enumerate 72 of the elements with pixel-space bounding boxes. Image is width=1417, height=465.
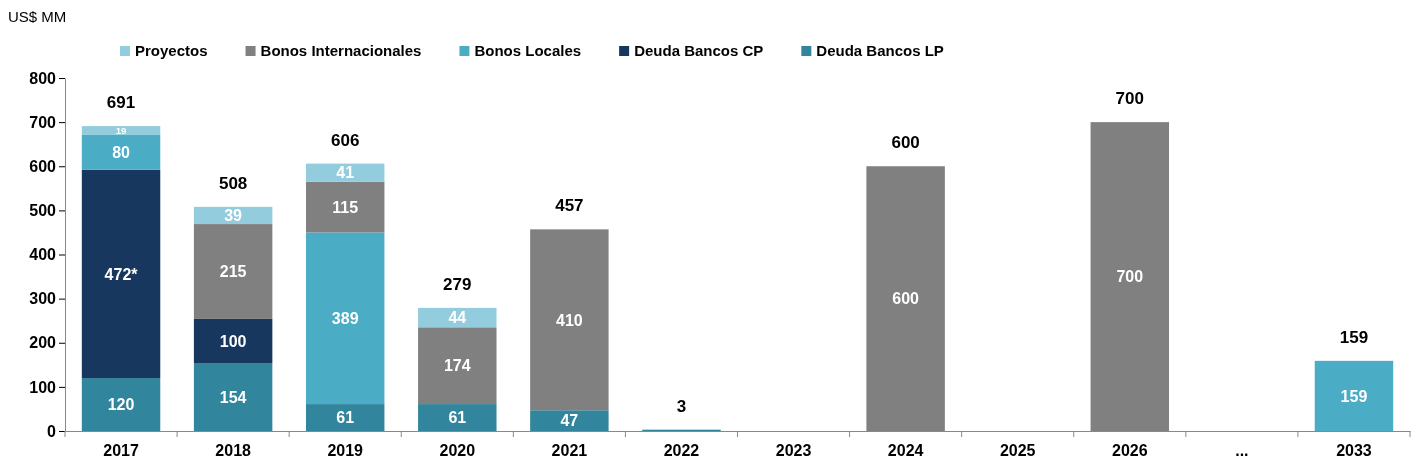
data-label: 80 (112, 143, 131, 161)
y-axis-title: US$ MM (8, 8, 67, 25)
total-label: 457 (555, 196, 584, 216)
bar (193, 224, 273, 319)
legend-label: Bonos Locales (474, 42, 582, 59)
y-tick-label: 700 (29, 113, 57, 131)
data-label: 600 (892, 290, 920, 308)
bar (305, 181, 385, 233)
x-tick-label: 2025 (999, 442, 1036, 460)
bar (81, 134, 161, 170)
legend-label: Proyectos (135, 42, 208, 59)
data-label: 159 (1340, 387, 1368, 405)
total-label: 279 (443, 274, 472, 294)
x-tick-label: 2023 (775, 442, 812, 460)
data-label: 61 (448, 409, 467, 427)
y-tick-label: 300 (29, 290, 57, 308)
x-tick-label: 2018 (215, 442, 252, 460)
y-tick-label: 400 (29, 246, 57, 264)
data-label: 410 (556, 311, 583, 329)
total-label: 159 (1339, 327, 1369, 347)
y-tick-label: 200 (29, 334, 57, 352)
total-label: 700 (1115, 89, 1144, 109)
data-label: 174 (443, 357, 471, 375)
bar (305, 163, 385, 182)
x-tick-label: 2024 (887, 442, 924, 460)
x-tick-label: 2020 (439, 442, 476, 460)
y-tick-label: 600 (29, 157, 57, 175)
bar (1314, 360, 1394, 431)
bar (530, 410, 609, 431)
total-label: 606 (331, 130, 360, 150)
data-label: 100 (219, 332, 247, 350)
y-tick-label: 500 (29, 201, 57, 219)
bar (418, 404, 497, 431)
data-label: 41 (336, 164, 355, 182)
x-tick-label: 2019 (327, 442, 364, 460)
x-tick-label: ... (1235, 442, 1249, 460)
total-label: 3 (676, 396, 687, 416)
data-label: 47 (560, 412, 579, 430)
bar (530, 229, 609, 411)
x-tick-label: 2021 (551, 442, 588, 460)
data-label: 120 (107, 396, 135, 414)
data-label: 39 (224, 207, 243, 225)
data-label: 389 (331, 310, 359, 328)
data-label: 215 (219, 263, 247, 281)
bar (81, 169, 161, 379)
data-label: 700 (1116, 268, 1144, 286)
x-tick-label: 2026 (1111, 442, 1148, 460)
x-tick-label: 2033 (1336, 442, 1372, 460)
x-tick-label: 2017 (103, 442, 139, 460)
y-tick-label: 100 (29, 378, 57, 396)
bar (418, 327, 497, 405)
bar (81, 378, 161, 431)
y-tick-label: 800 (29, 69, 57, 87)
bar (305, 232, 385, 405)
data-label: 154 (219, 388, 247, 406)
legend-label: Deuda Bancos CP (634, 42, 764, 59)
x-tick-label: 2022 (663, 442, 700, 460)
legend-label: Deuda Bancos LP (816, 42, 944, 59)
data-label: 44 (448, 309, 467, 327)
legend-label: Bonos Internacionales (260, 42, 422, 59)
data-label: 61 (336, 409, 355, 427)
y-tick-label: 0 (47, 422, 57, 440)
data-label: 19 (115, 124, 127, 136)
data-label: 115 (332, 198, 359, 216)
total-label: 691 (106, 93, 136, 113)
bar (193, 318, 273, 364)
total-label: 600 (891, 133, 920, 153)
bar (193, 363, 273, 431)
bar (418, 307, 497, 328)
total-label: 508 (218, 173, 248, 193)
bar (305, 404, 385, 431)
data-label: 472* (104, 265, 139, 283)
